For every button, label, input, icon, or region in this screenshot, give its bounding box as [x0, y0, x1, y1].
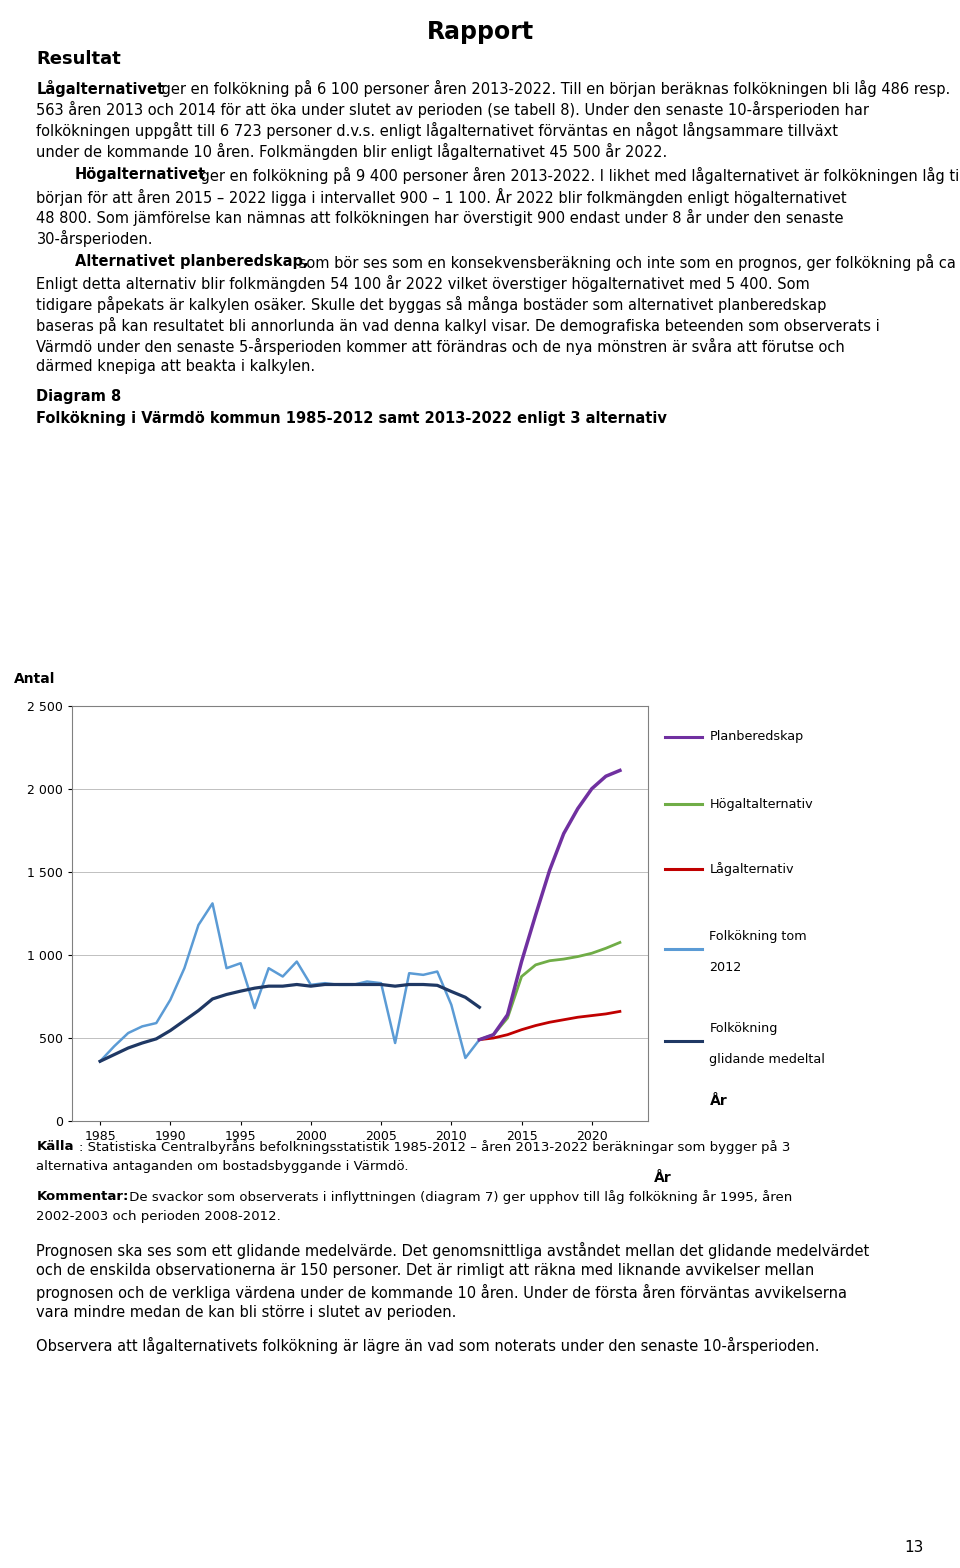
Text: vara mindre medan de kan bli större i slutet av perioden.: vara mindre medan de kan bli större i sl…: [36, 1305, 457, 1320]
Text: 48 800. Som jämförelse kan nämnas att folkökningen har överstigit 900 endast und: 48 800. Som jämförelse kan nämnas att fo…: [36, 209, 844, 226]
Text: som bör ses som en konsekvensberäkning och inte som en prognos, ger folkökning p: som bör ses som en konsekvensberäkning o…: [294, 254, 960, 271]
Text: 30-årsperioden.: 30-årsperioden.: [36, 230, 153, 248]
Text: År: År: [709, 1094, 727, 1107]
Text: Resultat: Resultat: [36, 50, 121, 67]
Text: under de kommande 10 åren. Folkmängden blir enligt lågalternativet 45 500 år 202: under de kommande 10 åren. Folkmängden b…: [36, 143, 668, 160]
Text: Rapport: Rapport: [426, 20, 534, 44]
Text: 2002-2003 och perioden 2008-2012.: 2002-2003 och perioden 2008-2012.: [36, 1210, 281, 1223]
Text: glidande medeltal: glidande medeltal: [709, 1054, 826, 1066]
Text: folkökningen uppgått till 6 723 personer d.v.s. enligt lågalternativet förväntas: folkökningen uppgått till 6 723 personer…: [36, 122, 838, 140]
Text: De svackor som observerats i inflyttningen (diagram 7) ger upphov till låg folkö: De svackor som observerats i inflyttning…: [125, 1190, 792, 1204]
Text: : Statistiska Centralbyråns befolkningsstatistik 1985-2012 – åren 2013-2022 berä: : Statistiska Centralbyråns befolkningss…: [79, 1140, 790, 1154]
Text: baseras på kan resultatet bli annorlunda än vad denna kalkyl visar. De demografi: baseras på kan resultatet bli annorlunda…: [36, 317, 880, 334]
Text: alternativa antaganden om bostadsbyggande i Värmdö.: alternativa antaganden om bostadsbyggand…: [36, 1160, 409, 1173]
Text: Högaltalternativ: Högaltalternativ: [709, 798, 813, 811]
Text: Folkökning: Folkökning: [709, 1022, 778, 1035]
Text: 2012: 2012: [709, 961, 742, 974]
Text: prognosen och de verkliga värdena under de kommande 10 åren. Under de första åre: prognosen och de verkliga värdena under …: [36, 1284, 848, 1301]
Text: Diagram 8: Diagram 8: [36, 389, 122, 405]
Text: Källa: Källa: [36, 1140, 74, 1152]
Text: ger en folkökning på 9 400 personer åren 2013-2022. I likhet med lågalternativet: ger en folkökning på 9 400 personer åren…: [196, 166, 960, 183]
Text: Folkökning tom: Folkökning tom: [709, 930, 807, 942]
Text: Folkökning i Värmdö kommun 1985-2012 samt 2013-2022 enligt 3 alternativ: Folkökning i Värmdö kommun 1985-2012 sam…: [36, 411, 667, 426]
Text: Enligt detta alternativ blir folkmängden 54 100 år 2022 vilket överstiger högalt: Enligt detta alternativ blir folkmängden…: [36, 274, 810, 292]
Text: 13: 13: [904, 1540, 924, 1555]
Text: 563 åren 2013 och 2014 för att öka under slutet av perioden (se tabell 8). Under: 563 åren 2013 och 2014 för att öka under…: [36, 100, 870, 118]
Text: och de enskilda observationerna är 150 personer. Det är rimligt att räkna med li: och de enskilda observationerna är 150 p…: [36, 1262, 815, 1278]
Text: Lågalternativet: Lågalternativet: [36, 80, 164, 97]
Text: Högalternativet: Högalternativet: [75, 166, 206, 182]
Text: Värmdö under den senaste 5-årsperioden kommer att förändras och de nya mönstren : Värmdö under den senaste 5-årsperioden k…: [36, 339, 845, 356]
Text: tidigare påpekats är kalkylen osäker. Skulle det byggas så många bostäder som al: tidigare påpekats är kalkylen osäker. Sk…: [36, 296, 827, 314]
Text: Planberedskap: Planberedskap: [709, 731, 804, 743]
Text: Alternativet planberedskap,: Alternativet planberedskap,: [75, 254, 308, 268]
Text: ger en folkökning på 6 100 personer åren 2013-2022. Till en början beräknas folk: ger en folkökning på 6 100 personer åren…: [157, 80, 950, 97]
Text: Prognosen ska ses som ett glidande medelvärde. Det genomsnittliga avståndet mell: Prognosen ska ses som ett glidande medel…: [36, 1242, 870, 1259]
Text: År: År: [654, 1171, 671, 1185]
Text: Observera att lågalternativets folkökning är lägre än vad som noterats under den: Observera att lågalternativets folköknin…: [36, 1338, 820, 1353]
Text: början för att åren 2015 – 2022 ligga i intervallet 900 – 1 100. År 2022 blir fo: början för att åren 2015 – 2022 ligga i …: [36, 188, 847, 205]
Text: Lågalternativ: Lågalternativ: [709, 862, 794, 875]
Text: Kommentar:: Kommentar:: [36, 1190, 129, 1203]
Text: Antal: Antal: [14, 673, 56, 687]
Text: därmed knepiga att beakta i kalkylen.: därmed knepiga att beakta i kalkylen.: [36, 359, 316, 375]
